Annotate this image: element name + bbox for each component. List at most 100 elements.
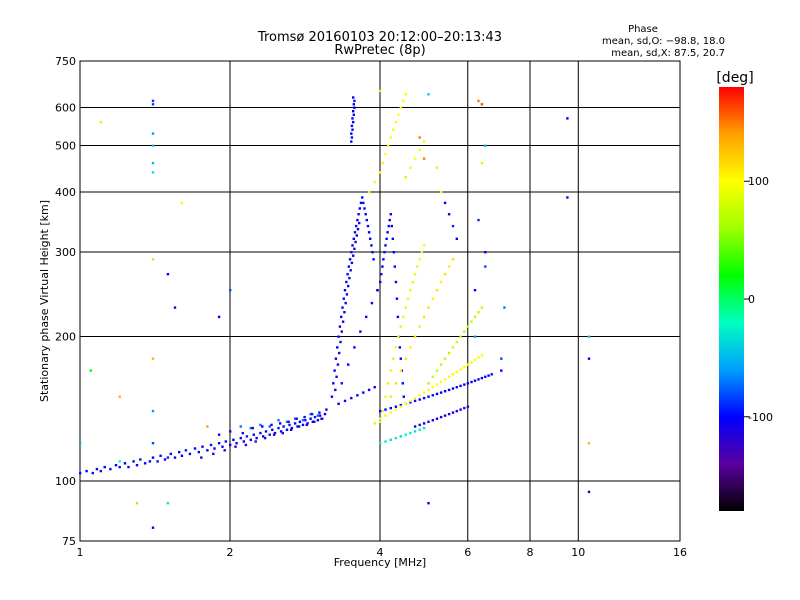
data-point (310, 412, 314, 416)
data-point (463, 383, 466, 386)
data-point (163, 458, 167, 461)
x-tick-label: 2 (227, 546, 234, 559)
data-point (330, 395, 334, 398)
data-point (217, 442, 221, 445)
data-point (166, 273, 170, 276)
data-point (123, 462, 127, 465)
data-point (490, 373, 493, 376)
data-point (151, 456, 155, 459)
data-point (473, 289, 477, 292)
data-point (353, 247, 356, 250)
data-point (439, 380, 443, 384)
data-point (151, 132, 155, 135)
data-point (304, 419, 307, 422)
data-point (184, 449, 188, 452)
data-point (318, 411, 321, 414)
data-point (413, 425, 417, 428)
y-tick-label: 200 (55, 331, 76, 344)
data-point (379, 442, 382, 445)
data-point (139, 458, 142, 461)
data-point (285, 428, 289, 431)
data-point (343, 289, 347, 292)
data-point (431, 375, 434, 378)
data-point (229, 430, 232, 433)
data-point (376, 289, 379, 292)
data-point (466, 405, 470, 408)
data-point (413, 335, 417, 338)
data-point (404, 93, 407, 96)
colorbar-tick-label: -100 (748, 411, 773, 424)
data-point (301, 423, 305, 427)
data-point (85, 469, 88, 473)
data-point (362, 391, 365, 394)
data-point (151, 258, 155, 261)
data-point (347, 284, 350, 288)
data-point (313, 415, 317, 419)
data-point (356, 228, 360, 231)
x-axis-label: Frequency [MHz] (334, 556, 426, 569)
data-point (200, 456, 203, 459)
data-point (427, 93, 430, 96)
data-point (439, 415, 443, 419)
data-point (455, 237, 458, 240)
data-point (313, 420, 316, 423)
data-point (397, 113, 400, 116)
data-point (443, 357, 447, 360)
data-point (435, 166, 439, 169)
data-point (422, 140, 426, 143)
data-point (339, 340, 342, 344)
data-point (418, 428, 421, 431)
data-point (348, 258, 352, 261)
data-point (443, 414, 447, 417)
data-point (587, 357, 591, 360)
data-point (473, 379, 477, 382)
data-point (239, 425, 242, 428)
data-point (443, 201, 447, 205)
data-point (224, 440, 227, 443)
data-point (166, 502, 170, 505)
data-point (447, 412, 451, 416)
colorbar-tick-label: 100 (748, 175, 769, 188)
data-point (404, 357, 407, 360)
data-point (447, 265, 451, 268)
data-point (151, 409, 155, 413)
data-point (351, 128, 354, 131)
data-point (221, 445, 224, 448)
data-point (459, 335, 462, 338)
data-point (367, 191, 371, 194)
data-point (268, 425, 271, 428)
data-point (343, 311, 346, 314)
data-point (435, 417, 439, 420)
data-point (340, 315, 343, 319)
x-tick-label: 8 (527, 546, 534, 559)
data-point (480, 161, 484, 165)
data-point (318, 414, 322, 417)
data-point (487, 374, 490, 377)
data-point (336, 363, 340, 366)
data-point (132, 460, 135, 463)
data-point (353, 231, 357, 234)
data-point (245, 435, 249, 438)
data-point (484, 375, 487, 378)
data-point (336, 346, 339, 349)
data-point (418, 394, 421, 397)
data-point (151, 526, 155, 529)
data-point (384, 408, 387, 411)
data-point (306, 422, 309, 425)
data-point (418, 398, 421, 401)
data-point (380, 273, 383, 276)
data-point (480, 306, 484, 309)
chart-title: Tromsø 20160103 20:12:00–20:13:43 (257, 30, 502, 45)
data-point (587, 442, 591, 445)
data-point (394, 405, 398, 408)
data-point (427, 388, 430, 392)
data-point (99, 120, 102, 124)
data-point (389, 213, 392, 216)
data-point (388, 218, 391, 222)
data-point (359, 201, 363, 205)
data-point (209, 443, 213, 447)
data-point (89, 369, 92, 372)
data-point (337, 335, 340, 338)
data-point (399, 435, 402, 438)
data-point (402, 315, 405, 319)
